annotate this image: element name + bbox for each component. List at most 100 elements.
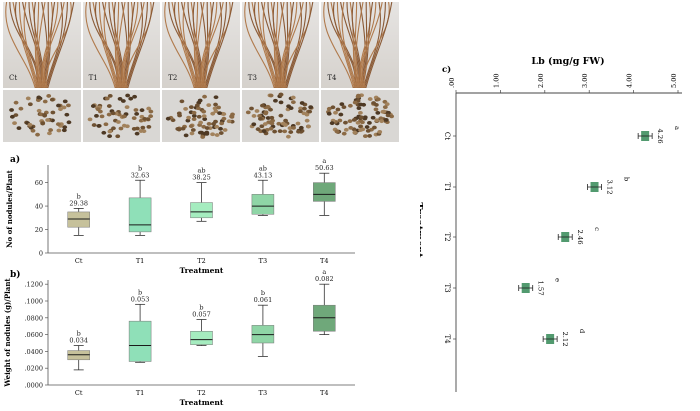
root-photo: Ct <box>3 2 81 88</box>
nodule <box>198 130 203 135</box>
nodule <box>213 119 219 124</box>
nodule <box>12 121 17 126</box>
nodule <box>256 114 262 118</box>
nodule <box>214 124 220 129</box>
significance-letter: b <box>261 289 265 297</box>
nodule <box>278 92 284 97</box>
nodule <box>131 116 137 121</box>
nodule <box>62 99 68 104</box>
nodule <box>356 106 362 111</box>
root-strand <box>84 2 116 88</box>
nodule <box>61 105 67 110</box>
significance-letter: ab <box>259 164 267 172</box>
nodule-photo <box>162 90 240 142</box>
category-tick-label: T3 <box>443 283 451 292</box>
nodule <box>343 120 349 125</box>
x-tick-label: T4 <box>320 257 328 265</box>
root-strand <box>195 2 201 88</box>
nodule <box>64 112 70 117</box>
root-photo: T2 <box>162 2 240 88</box>
value-tick-label: .00 <box>448 78 456 88</box>
root-strand <box>350 2 359 88</box>
y-tick-label: .0800 <box>24 314 43 322</box>
nodule <box>13 100 19 105</box>
y-tick-label: .0400 <box>24 348 43 356</box>
root-strand <box>126 2 154 88</box>
nodule <box>61 128 67 133</box>
root-strand <box>182 2 199 88</box>
nodule <box>267 107 273 112</box>
value-label: 4.26 <box>656 128 664 143</box>
nodule <box>148 109 153 114</box>
nodule <box>131 94 137 99</box>
root-strand <box>257 2 277 88</box>
root-strand <box>280 2 292 88</box>
root-strand <box>47 2 75 88</box>
nodule <box>145 106 151 111</box>
nodule <box>213 109 219 114</box>
mean-label: 50.63 <box>315 164 334 172</box>
root-photo: T1 <box>82 2 161 88</box>
nodule <box>91 123 97 127</box>
nodule <box>121 123 127 128</box>
nodule <box>265 104 271 109</box>
nodule <box>106 134 112 139</box>
nodule <box>115 120 121 124</box>
root-strand <box>190 2 200 88</box>
root-strand <box>284 2 311 88</box>
root-strand <box>46 2 68 88</box>
nodule <box>214 133 220 137</box>
nodule <box>216 105 222 110</box>
nodule <box>18 106 24 111</box>
nodule <box>371 115 376 120</box>
root-strand <box>360 2 377 88</box>
y-tick-label: .0600 <box>24 331 43 339</box>
nodule <box>333 110 339 115</box>
panel-label: a) <box>10 154 20 165</box>
nodule <box>334 129 340 134</box>
root-strand <box>115 2 122 88</box>
y-axis-title: Weight of nodules (g)/Plant <box>3 278 12 388</box>
nodule <box>268 126 274 131</box>
nodule <box>358 124 364 129</box>
nodule <box>304 118 310 123</box>
root-strand <box>125 2 148 88</box>
nodule <box>219 131 224 135</box>
box-iqr <box>313 182 336 202</box>
x-tick-label: T2 <box>197 257 205 265</box>
nodule <box>278 113 284 118</box>
nodule <box>257 116 263 121</box>
nodule <box>295 129 301 134</box>
nodule <box>180 126 186 131</box>
nodule <box>352 130 358 135</box>
nodule <box>9 114 15 119</box>
nodule <box>367 134 373 138</box>
nodule <box>183 133 189 138</box>
nodule <box>290 100 296 105</box>
x-tick-label: T2 <box>197 389 205 397</box>
root-strand <box>204 2 231 88</box>
nodule <box>114 134 120 139</box>
nodule <box>16 126 22 131</box>
nodule <box>191 110 197 115</box>
significance-letter: b <box>623 177 631 182</box>
nodule <box>305 124 311 129</box>
nodule <box>384 118 390 122</box>
nodule <box>141 117 147 121</box>
nodule <box>127 96 133 101</box>
nodule <box>206 103 212 108</box>
nodule <box>107 93 113 98</box>
nodule <box>213 95 219 100</box>
nodule <box>272 129 277 134</box>
nodule <box>229 114 235 119</box>
root-strand <box>120 2 133 88</box>
root-strand <box>355 2 364 88</box>
nodule <box>131 126 137 131</box>
nodule <box>269 115 275 120</box>
nodule <box>330 105 336 110</box>
chart-c-leghemoglobin: c) Lb (mg/g FW) .00 1.00 2.00 3.00 4.00 5.00 Tre… <box>420 56 682 392</box>
root-strand <box>41 2 53 88</box>
root-photo-label: T4 <box>327 74 337 82</box>
y-tick-label: .0200 <box>24 365 43 373</box>
root-strand <box>98 2 118 88</box>
